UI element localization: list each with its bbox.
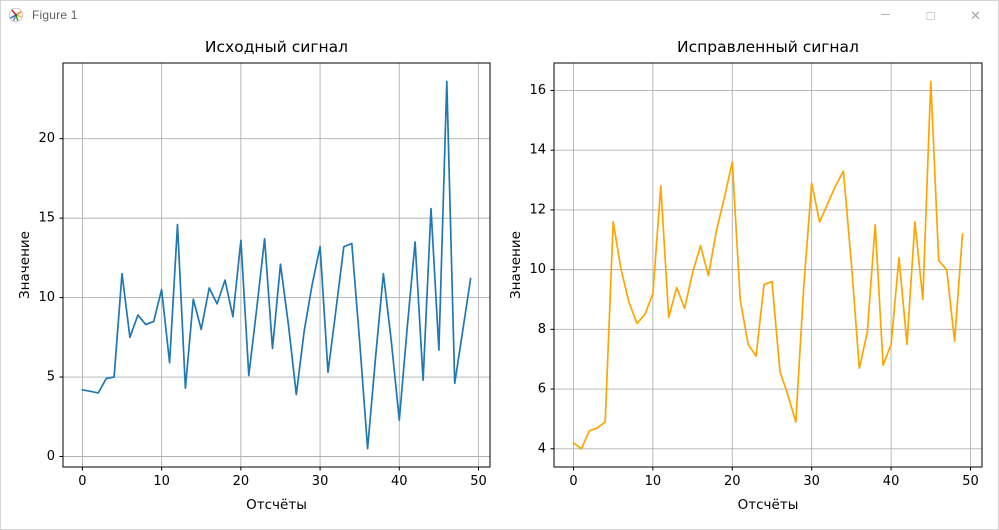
plot-background (63, 63, 490, 467)
y-tick-label: 10 (529, 262, 546, 277)
ticks: 0 10 20 30 40 50 4 6 8 10 12 14 16 (529, 83, 978, 489)
y-tick-label: 15 (38, 211, 55, 226)
x-axis-label: Отсчёты (738, 497, 799, 513)
axes-corrected: 0 10 20 30 40 50 4 6 8 10 12 14 16 Исправленный сигна… (508, 38, 983, 513)
x-tick-label: 40 (883, 474, 900, 489)
spines (62, 62, 491, 468)
x-tick-label: 50 (962, 474, 979, 489)
spines (553, 62, 983, 468)
plot-title-original: Исходный сигнал (205, 38, 348, 56)
y-axis-label: Значение (17, 231, 33, 299)
x-tick-label: 0 (78, 474, 86, 489)
axes-original: 0 10 20 30 40 50 0 5 10 15 20 Исходный сигнал Отсчёт… (17, 38, 491, 513)
signal-line-corrected (572, 80, 964, 450)
x-tick-label: 10 (153, 474, 170, 489)
minimize-button[interactable]: ─ (863, 1, 908, 29)
y-tick-label: 0 (47, 449, 55, 464)
x-tick-label: 10 (645, 474, 662, 489)
close-icon: ✕ (970, 7, 981, 23)
y-tick-label: 8 (538, 322, 546, 337)
x-tick-label: 30 (312, 474, 329, 489)
close-button[interactable]: ✕ (953, 1, 998, 29)
y-tick-label: 10 (38, 290, 55, 305)
plot-title-corrected: Исправленный сигнал (677, 38, 859, 56)
minimize-icon: ─ (881, 7, 890, 21)
signal-line-original (81, 80, 472, 450)
maximize-icon: □ (926, 7, 935, 23)
x-tick-label: 0 (569, 474, 577, 489)
x-axis-label: Отсчёты (246, 497, 307, 513)
window-controls: ─ □ ✕ (863, 1, 998, 29)
y-tick-label: 14 (529, 143, 546, 158)
window-title: Figure 1 (32, 8, 78, 22)
y-tick-label: 4 (538, 441, 546, 456)
y-tick-label: 12 (529, 202, 546, 217)
x-tick-label: 50 (470, 474, 487, 489)
grid (554, 63, 982, 467)
y-tick-label: 20 (38, 131, 55, 146)
x-tick-label: 20 (724, 474, 741, 489)
plot-background (554, 63, 982, 467)
maximize-button[interactable]: □ (908, 1, 953, 29)
matplotlib-icon (8, 7, 24, 23)
grid (63, 63, 490, 467)
y-tick-label: 6 (538, 382, 546, 397)
ticks: 0 10 20 30 40 50 0 5 10 15 20 (38, 131, 486, 489)
y-tick-label: 16 (529, 83, 546, 98)
x-tick-label: 30 (803, 474, 820, 489)
x-tick-label: 40 (391, 474, 408, 489)
y-tick-label: 5 (47, 370, 55, 385)
y-axis-label: Значение (508, 231, 524, 299)
titlebar: Figure 1 ─ □ ✕ (1, 1, 998, 29)
figure-canvas: 0 10 20 30 40 50 0 5 10 15 20 Исходный сигнал Отсчёт… (1, 29, 998, 529)
x-tick-label: 20 (233, 474, 250, 489)
